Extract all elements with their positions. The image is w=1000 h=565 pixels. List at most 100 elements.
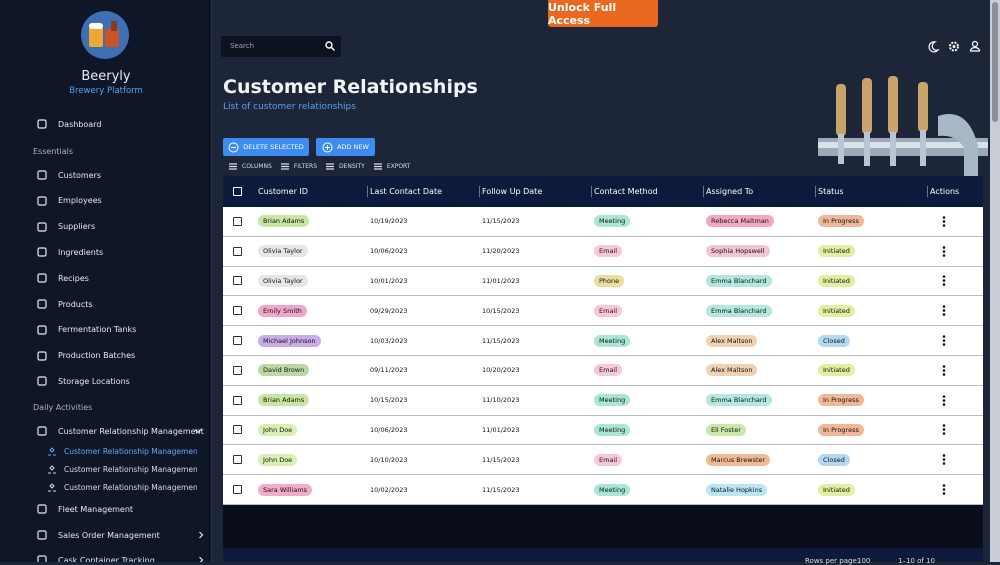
nav-icon: [37, 196, 47, 206]
nav-subitem[interactable]: Customer Relationship Management by: [47, 465, 197, 474]
table-row: Olivia Taylor 10/06/2023 11/20/2023 Email So…: [223, 236, 983, 267]
sub-icon: [48, 483, 56, 492]
label: DELETE SELECTED: [243, 143, 304, 151]
column-header[interactable]: Actions: [930, 176, 959, 207]
scroll-thumb[interactable]: [992, 2, 998, 122]
nav-icon: [37, 247, 47, 257]
table-cell: 11/15/2023: [482, 475, 519, 504]
sub-icon: [48, 447, 56, 456]
nav-item[interactable]: Employees: [37, 196, 102, 206]
row-actions[interactable]: [942, 296, 946, 325]
nav-item[interactable]: Cask Container Tracking: [37, 555, 204, 563]
row-checkbox[interactable]: [233, 326, 242, 355]
table-cell: Marcus Brewster: [706, 445, 771, 474]
row-actions[interactable]: [942, 416, 946, 445]
row-checkbox[interactable]: [233, 416, 242, 445]
row-actions[interactable]: [942, 207, 946, 236]
nav-item[interactable]: Products: [37, 299, 93, 309]
chip: Natalie Hopkins: [706, 483, 768, 496]
more-icon: [942, 216, 946, 227]
nav-subitem[interactable]: Customer Relationship Management Lis: [47, 447, 197, 456]
table-cell: Sara Williams: [258, 475, 313, 504]
add-button[interactable]: ADD NEW: [316, 138, 375, 156]
nav-item[interactable]: Production Batches: [37, 350, 135, 361]
row-checkbox[interactable]: [233, 207, 242, 236]
checkbox: [233, 455, 242, 465]
delete-button[interactable]: DELETE SELECTED: [223, 138, 309, 156]
nav-icon: [37, 530, 47, 540]
nav-icon: [37, 273, 47, 283]
column-header[interactable]: Status: [818, 176, 844, 207]
search-box[interactable]: Search: [221, 36, 341, 57]
table-row: Olivia Taylor 10/01/2023 11/01/2023 Phone Em…: [223, 266, 983, 297]
rows-label: Rows per page:: [805, 557, 860, 565]
table-cell: 11/01/2023: [482, 416, 519, 445]
row-actions[interactable]: [942, 237, 946, 266]
chip: John Doe: [258, 453, 298, 466]
column-header[interactable]: Customer ID: [258, 176, 308, 207]
row-checkbox[interactable]: [233, 237, 242, 266]
table-cell: 11/10/2023: [482, 386, 519, 415]
column-header[interactable]: Assigned To: [706, 176, 753, 207]
nav-label: Storage Locations: [58, 376, 130, 386]
chip: Closed: [818, 453, 850, 466]
row-actions[interactable]: [942, 445, 946, 474]
chip: Email: [594, 453, 623, 466]
row-checkbox[interactable]: [233, 475, 242, 504]
nav-icon: [37, 119, 47, 129]
row-checkbox[interactable]: [233, 356, 242, 385]
table-cell: 11/01/2023: [482, 267, 519, 296]
row-actions[interactable]: [942, 326, 946, 355]
header-checkbox[interactable]: [233, 176, 242, 207]
row-actions[interactable]: [942, 386, 946, 415]
nav-item[interactable]: Customer Relationship Management: [37, 426, 204, 436]
table-cell: 11/20/2023: [482, 237, 519, 266]
nav-item[interactable]: Recipes: [37, 273, 89, 283]
nav-item[interactable]: Ingredients: [37, 247, 103, 257]
table-cell: In Progress: [818, 207, 864, 236]
row-actions[interactable]: [942, 267, 946, 296]
nav-label: Cask Container Tracking: [58, 555, 155, 563]
row-actions[interactable]: [942, 475, 946, 504]
nav-item[interactable]: Customers: [37, 170, 101, 180]
column-header[interactable]: Contact Method: [594, 176, 658, 207]
chip: Closed: [818, 334, 850, 347]
column-header[interactable]: Last Contact Date: [370, 176, 442, 207]
label: DENSITY: [339, 163, 365, 170]
cell-text: 11/15/2023: [482, 485, 520, 494]
toolbar-button[interactable]: DENSITY: [325, 162, 365, 171]
nav-item[interactable]: Suppliers: [37, 221, 95, 232]
nav-item[interactable]: Storage Locations: [37, 376, 130, 386]
cell-text: 11/15/2023: [482, 455, 520, 464]
cell-text: 10/20/2023: [482, 366, 520, 375]
label: FILTERS: [293, 163, 317, 170]
toolbar-button[interactable]: EXPORT: [373, 162, 410, 171]
toolbar-button[interactable]: FILTERS: [280, 162, 317, 171]
table-cell: Meeting: [594, 326, 631, 355]
column-header[interactable]: Follow Up Date: [482, 176, 542, 207]
nav-item[interactable]: Fermentation Tanks: [37, 325, 136, 335]
chip: Meeting: [594, 394, 631, 407]
row-checkbox[interactable]: [233, 267, 242, 296]
table-cell: Closed: [818, 445, 850, 474]
rows-size[interactable]: 100: [857, 557, 871, 565]
row-checkbox[interactable]: [233, 386, 242, 415]
row-actions[interactable]: [942, 356, 946, 385]
row-checkbox[interactable]: [233, 445, 242, 474]
nav-item[interactable]: Sales Order Management: [37, 530, 204, 540]
row-checkbox[interactable]: [233, 296, 242, 325]
top-icons[interactable]: [926, 40, 982, 53]
unlock-button[interactable]: Unlock Full Access: [548, 0, 658, 27]
cell-text: 10/15/2023: [370, 396, 408, 405]
chip: Eli Foster: [706, 423, 746, 436]
table-cell: 10/06/2023: [370, 416, 407, 445]
chip: Alex Maltson: [706, 334, 758, 347]
page-subtitle: List of customer relationships: [223, 102, 356, 112]
nav-item[interactable]: Fleet Management: [37, 504, 133, 514]
table-cell: In Progress: [818, 386, 864, 415]
nav-item[interactable]: Dashboard: [37, 119, 101, 129]
toolbar-button[interactable]: COLUMNS: [228, 162, 272, 171]
chip: Sara Williams: [258, 483, 313, 496]
nav-subitem[interactable]: Customer Relationship Management by: [47, 483, 197, 492]
table-cell: 10/20/2023: [482, 356, 519, 385]
